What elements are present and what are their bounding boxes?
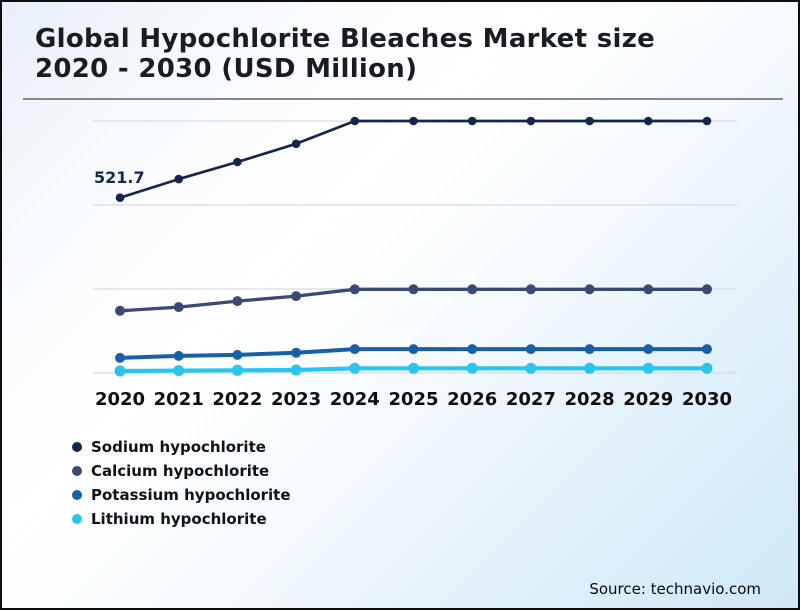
legend-dot-icon	[72, 466, 82, 476]
title-divider	[23, 98, 783, 100]
page-title-line2: 2020 - 2030 (USD Million)	[35, 54, 418, 84]
svg-text:2027: 2027	[506, 389, 556, 410]
legend-item-potassium-hypochlorite: Potassium hypochlorite	[72, 483, 291, 507]
svg-text:2021: 2021	[154, 389, 204, 410]
legend-item-calcium-hypochlorite: Calcium hypochlorite	[72, 459, 291, 483]
svg-text:2024: 2024	[330, 389, 380, 410]
legend-dot-icon	[72, 514, 82, 524]
legend-dot-icon	[72, 442, 82, 452]
page-title-line1: Global Hypochlorite Bleaches Market size	[35, 24, 656, 54]
legend-dot-icon	[72, 490, 82, 500]
market-size-line-chart: 2020 2021 2022 2023 2024 2025 2026 2027 2028 2029…	[2, 2, 798, 432]
legend-label: Potassium hypochlorite	[91, 486, 291, 504]
svg-text:2028: 2028	[565, 389, 615, 410]
svg-text:2026: 2026	[447, 389, 497, 410]
svg-text:2029: 2029	[623, 389, 673, 410]
chart-canvas: 2020 2021 2022 2023 2024 2025 2026 2027 2028 2029…	[93, 116, 737, 410]
legend-label: Lithium hypochlorite	[91, 510, 267, 528]
svg-text:2025: 2025	[388, 389, 438, 410]
source-credit: Source: technavio.com	[589, 580, 761, 598]
legend-item-sodium-hypochlorite: Sodium hypochlorite	[72, 435, 291, 459]
svg-text:2022: 2022	[212, 389, 262, 410]
svg-text:2020: 2020	[95, 389, 145, 410]
legend-label: Calcium hypochlorite	[91, 462, 270, 480]
svg-text:2030: 2030	[682, 389, 732, 410]
chart-legend: Sodium hypochlorite Calcium hypochlorite…	[72, 435, 291, 531]
data-label-2020-sodium: 521.7	[94, 168, 145, 187]
legend-item-lithium-hypochlorite: Lithium hypochlorite	[72, 507, 291, 531]
page-title: Global Hypochlorite Bleaches Market size…	[35, 24, 775, 84]
legend-label: Sodium hypochlorite	[91, 438, 266, 456]
svg-text:2023: 2023	[271, 389, 321, 410]
